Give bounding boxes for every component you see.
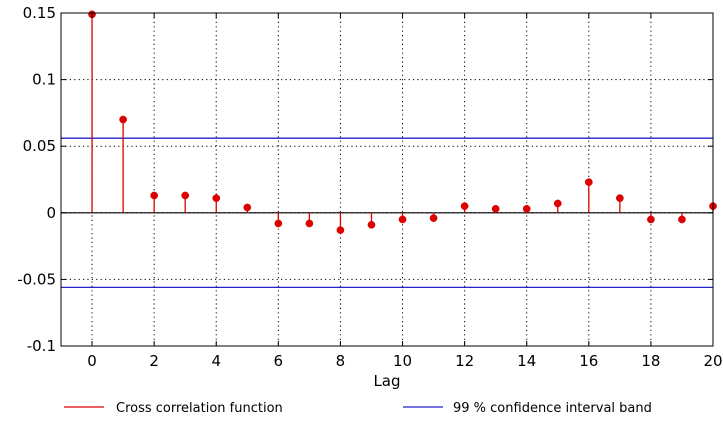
plot-frame — [60, 12, 714, 347]
ticks: 0 2 4 6 8 10 12 14 16 18 20 -0.1 -0.05 0 0.05 0.1 0.15 — [17, 4, 722, 370]
legend-label-cross-correlation: Cross correlation function — [116, 401, 283, 416]
stem-marker-lag-3 — [181, 191, 190, 200]
y-tick-label: 0 — [46, 204, 56, 222]
stem-marker-lag-12 — [460, 202, 469, 210]
stem-marker-lag-16 — [584, 178, 593, 187]
stem-marker-lag-14 — [522, 204, 531, 213]
stem-marker-lag-7 — [305, 219, 314, 228]
stem-marker-lag-10 — [398, 215, 407, 224]
x-tick-label: 10 — [393, 352, 412, 370]
stem-marker-lag-17 — [616, 194, 624, 202]
stem-marker-lag-6 — [274, 219, 283, 228]
stem-marker-lag-15 — [553, 199, 562, 208]
legend-label-confidence-band: 99 % confidence interval band — [453, 401, 652, 416]
stem-marker-lag-5 — [243, 203, 252, 212]
legend: Cross correlation function 99 % confiden… — [64, 401, 652, 416]
y-tick-label: -0.1 — [27, 337, 56, 355]
stem-marker-lag-18 — [647, 215, 655, 224]
x-tick-label: 6 — [274, 352, 284, 370]
stem-marker-lag-11 — [429, 214, 438, 222]
x-axis-label: Lag — [373, 372, 400, 390]
stem-marker-lag-2 — [150, 191, 158, 200]
y-tick-label: 0.15 — [23, 4, 56, 22]
stem-marker-lag-13 — [491, 204, 500, 213]
x-tick-label: 16 — [579, 352, 598, 370]
y-tick-label: 0.1 — [32, 71, 56, 89]
confidence-band-lines — [61, 137, 713, 289]
grid — [61, 12, 714, 347]
x-tick-label: 0 — [87, 352, 97, 370]
y-tick-label: -0.05 — [17, 270, 56, 288]
y-tick-label: 0.05 — [23, 137, 56, 155]
stem-marker-lag-19 — [678, 215, 686, 224]
stem-marker-lag-8 — [336, 226, 345, 234]
stem-marker-lag-1 — [119, 115, 127, 124]
x-tick-label: 14 — [517, 352, 536, 370]
x-tick-label: 8 — [336, 352, 346, 370]
x-tick-label: 2 — [149, 352, 159, 370]
x-tick-label: 12 — [455, 352, 474, 370]
x-tick-label: 20 — [703, 352, 722, 370]
x-tick-label: 18 — [641, 352, 660, 370]
stem-marker-lag-9 — [367, 220, 376, 229]
x-tick-label: 4 — [211, 352, 221, 370]
stem-marker-lag-4 — [212, 194, 221, 202]
